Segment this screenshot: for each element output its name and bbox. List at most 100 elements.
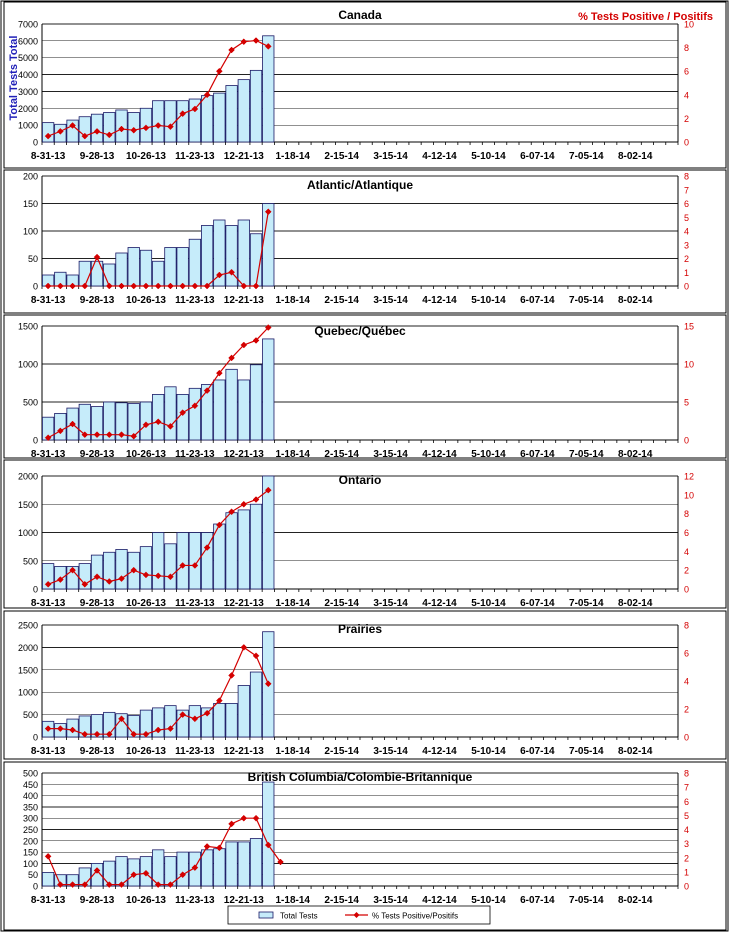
point-pct-positive bbox=[179, 562, 187, 569]
x-tick-label: 12-21-13 bbox=[224, 151, 264, 162]
x-tick-label: 8-31-13 bbox=[31, 151, 66, 162]
x-tick-label: 9-28-13 bbox=[80, 151, 115, 162]
point-pct-positive bbox=[130, 871, 138, 879]
y-tick-label-left: 7000 bbox=[18, 20, 38, 30]
x-tick-label: 5-10-14 bbox=[471, 895, 506, 906]
y-tick-label-right: 5 bbox=[684, 811, 689, 821]
y-tick-label-right: 3 bbox=[684, 839, 689, 849]
point-pct-positive bbox=[191, 402, 199, 410]
point-pct-positive bbox=[130, 126, 138, 134]
bar-total-tests bbox=[249, 503, 263, 590]
y-tick-label-right: 2 bbox=[684, 114, 689, 124]
bar-total-tests bbox=[200, 225, 214, 287]
x-tick-label: 11-23-13 bbox=[175, 295, 215, 306]
bar-total-tests bbox=[262, 475, 275, 590]
bar-total-tests bbox=[139, 546, 153, 590]
point-pct-positive bbox=[215, 67, 223, 75]
bar-total-tests bbox=[262, 35, 275, 143]
bar-total-tests bbox=[164, 100, 177, 143]
point-pct-positive bbox=[142, 730, 150, 738]
y-tick-label-left: 400 bbox=[23, 791, 38, 801]
bar-total-tests bbox=[225, 368, 238, 441]
point-pct-positive bbox=[252, 814, 260, 822]
point-pct-positive bbox=[264, 43, 272, 50]
x-tick-label: 5-10-14 bbox=[471, 449, 506, 460]
bar-total-tests bbox=[213, 848, 226, 887]
point-pct-positive bbox=[105, 578, 113, 585]
x-tick-label: 8-02-14 bbox=[618, 746, 653, 757]
x-tick-label: 4-12-14 bbox=[422, 151, 457, 162]
y-tick-label-right: 0 bbox=[684, 436, 689, 446]
point-pct-positive bbox=[264, 486, 272, 494]
bar-total-tests bbox=[152, 707, 165, 738]
x-tick-label: 4-12-14 bbox=[422, 746, 457, 757]
point-pct-positive bbox=[69, 282, 76, 290]
x-tick-label: 4-12-14 bbox=[422, 295, 457, 306]
bar-total-tests bbox=[54, 412, 67, 441]
point-pct-positive bbox=[252, 337, 260, 344]
bar-total-tests bbox=[66, 566, 79, 590]
point-pct-positive bbox=[130, 432, 138, 440]
bar-total-tests bbox=[152, 100, 165, 143]
x-tick-label: 7-05-14 bbox=[569, 151, 604, 162]
point-pct-positive bbox=[154, 726, 162, 734]
bar-total-tests bbox=[200, 849, 214, 887]
point-pct-positive bbox=[179, 110, 187, 118]
bar-total-tests bbox=[127, 247, 140, 287]
y-tick-label-left: 100 bbox=[23, 859, 38, 869]
y-tick-label-left: 450 bbox=[23, 780, 38, 790]
x-tick-label: 1-18-14 bbox=[275, 295, 310, 306]
y-tick-label-left: 0 bbox=[33, 733, 38, 743]
x-tick-label: 8-02-14 bbox=[618, 895, 653, 906]
x-tick-label: 8-02-14 bbox=[618, 598, 653, 609]
point-pct-positive bbox=[191, 715, 199, 723]
bar-total-tests bbox=[249, 69, 263, 143]
x-tick-label: 1-18-14 bbox=[275, 746, 310, 757]
y-tick-label-right: 7 bbox=[684, 783, 689, 793]
bar-total-tests bbox=[188, 98, 202, 143]
bar-total-tests bbox=[152, 393, 165, 441]
point-pct-positive bbox=[228, 46, 235, 54]
bar-total-tests bbox=[90, 260, 104, 287]
x-tick-label: 8-31-13 bbox=[31, 295, 66, 306]
y-tick-label-right: 2 bbox=[684, 705, 689, 715]
x-tick-label: 9-28-13 bbox=[80, 295, 115, 306]
point-pct-positive bbox=[81, 282, 89, 290]
point-pct-positive bbox=[105, 282, 113, 290]
x-tick-label: 10-26-13 bbox=[126, 151, 166, 162]
y-tick-label-left: 0 bbox=[33, 585, 38, 595]
panel-frame bbox=[3, 761, 727, 931]
y-tick-label-right: 3 bbox=[684, 240, 689, 250]
bar-total-tests bbox=[262, 781, 275, 887]
x-tick-label: 9-28-13 bbox=[80, 746, 115, 757]
point-pct-positive bbox=[154, 122, 162, 129]
point-pct-positive bbox=[56, 282, 64, 290]
point-pct-positive bbox=[44, 282, 52, 290]
y-tick-label-right: 6 bbox=[684, 67, 689, 77]
x-tick-label: 6-07-14 bbox=[520, 295, 555, 306]
bar-total-tests bbox=[249, 671, 263, 738]
point-pct-positive bbox=[252, 37, 260, 44]
x-tick-label: 9-28-13 bbox=[80, 895, 115, 906]
bar-total-tests bbox=[225, 85, 238, 143]
x-tick-label: 3-15-14 bbox=[373, 449, 408, 460]
point-pct-positive bbox=[118, 282, 125, 290]
panel-title: Canada bbox=[338, 8, 382, 22]
point-pct-positive bbox=[69, 726, 76, 734]
point-pct-positive bbox=[118, 431, 125, 439]
bar-total-tests bbox=[213, 379, 226, 441]
x-tick-label: 1-18-14 bbox=[275, 895, 310, 906]
y-tick-label-right: 10 bbox=[684, 490, 694, 500]
point-pct-positive bbox=[167, 725, 174, 732]
y-tick-label-right: 0 bbox=[684, 138, 689, 148]
y-tick-label-left: 200 bbox=[23, 172, 38, 182]
y-tick-label-left: 5000 bbox=[18, 53, 38, 63]
point-pct-positive bbox=[105, 131, 113, 139]
x-tick-label: 10-26-13 bbox=[126, 295, 166, 306]
point-pct-positive bbox=[228, 268, 235, 276]
point-pct-positive bbox=[240, 282, 248, 290]
point-pct-positive bbox=[105, 730, 113, 738]
x-tick-label: 3-15-14 bbox=[373, 598, 408, 609]
point-pct-positive bbox=[81, 730, 89, 738]
